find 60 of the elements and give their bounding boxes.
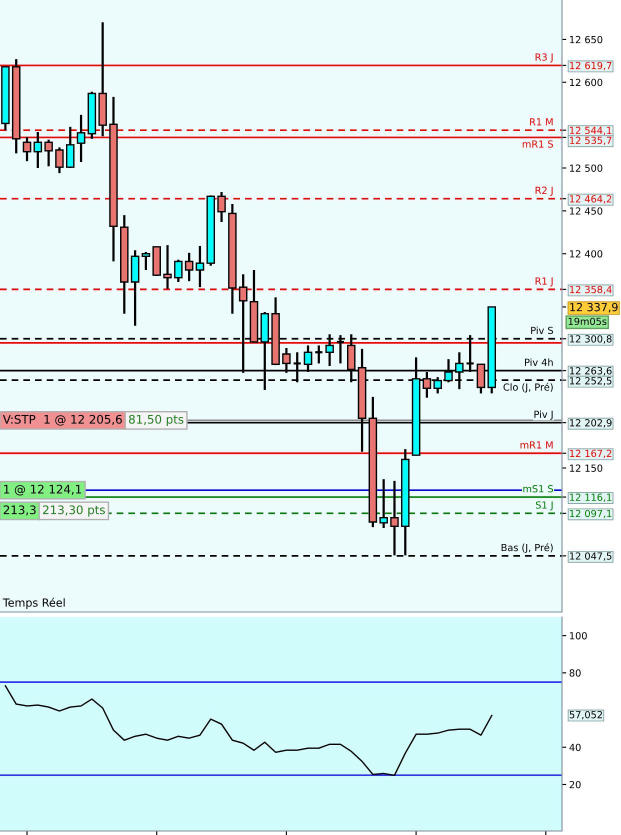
y-tick-label: 12 202,9 (570, 419, 612, 428)
ref-line-label: mR1 S (522, 140, 554, 148)
candlestick (76, 114, 86, 164)
ref-line-label: S1 J (536, 501, 553, 510)
candlestick (44, 138, 53, 168)
ref-line-label: mR1 M (520, 441, 553, 448)
candlestick (174, 258, 183, 284)
y-tick-label: 12 047,5 (570, 552, 612, 561)
y-tick-label: 12 150 (570, 464, 602, 472)
annotation: 81,50 pts (128, 414, 184, 426)
candlestick (142, 250, 150, 272)
y-tick-label: 100 (570, 632, 587, 640)
ref-line-label: Bas (J, Pré) (502, 543, 553, 554)
text: 57,052 (570, 710, 602, 720)
y-tick-label: 12 252,5 (570, 377, 612, 386)
y-tick-label: 12 116,1 (570, 494, 612, 502)
y-tick-label: 12 544,1 (570, 126, 612, 136)
candlestick (184, 252, 194, 282)
y-tick-label: 12 337,9 (570, 302, 618, 312)
y-tick-label: 12 263,6 (570, 367, 612, 376)
y-tick-label: 12 358,4 (570, 286, 612, 294)
y-tick-label: 40 (569, 744, 581, 752)
y-tick-label: 12 619,7 (570, 62, 612, 70)
ref-line-label: R1 J (536, 277, 553, 287)
y-tick-label: 12 400 (570, 250, 602, 258)
y-tick-label: 12 450 (570, 207, 602, 215)
ref-line-label: R2 J (536, 186, 553, 196)
annotation: 213,3 (4, 505, 36, 516)
annotation: V:STP 1 @ 12 205,6 (2, 414, 122, 426)
ref-line-label: Piv J (534, 410, 553, 420)
y-tick-label: 12 650 (570, 36, 602, 44)
ref-line-label: R1 M (530, 118, 553, 126)
annotation: Temps Réel (2, 598, 65, 609)
y-tick-label: 12 600 (570, 78, 602, 86)
ref-line-label: R3 J (536, 53, 553, 63)
y-tick-label: 12 535,7 (570, 136, 612, 146)
candlestick (217, 190, 226, 224)
candlestick (66, 126, 75, 170)
candlestick (55, 146, 64, 174)
candlestick (22, 136, 32, 162)
candlestick (379, 478, 388, 530)
candlestick (163, 244, 172, 290)
annotation: 213,30 pts (43, 505, 105, 517)
line-series (4, 685, 492, 776)
ref-line-label: Clo (J, Pré) (504, 382, 553, 393)
annotation: 1 @ 12 124,1 (4, 484, 82, 496)
ref-line-label: Piv S (531, 326, 554, 334)
candlestick (314, 344, 324, 365)
text: 19m05s (568, 318, 606, 326)
ref-line-label: mS1 S (523, 485, 554, 492)
y-tick-label: 12 500 (570, 164, 602, 172)
ref-line-label: Piv 4h (524, 358, 553, 366)
candlestick (196, 244, 204, 288)
y-tick-label: 12 300,8 (570, 335, 612, 344)
y-tick-label: 20 (570, 780, 581, 788)
y-tick-label: 12 167,2 (570, 450, 612, 458)
y-tick-label: 12 464,2 (570, 195, 612, 204)
y-tick-label: 12 097,1 (570, 510, 612, 518)
candlestick (34, 130, 42, 170)
y-tick-label: 80 (570, 669, 581, 677)
